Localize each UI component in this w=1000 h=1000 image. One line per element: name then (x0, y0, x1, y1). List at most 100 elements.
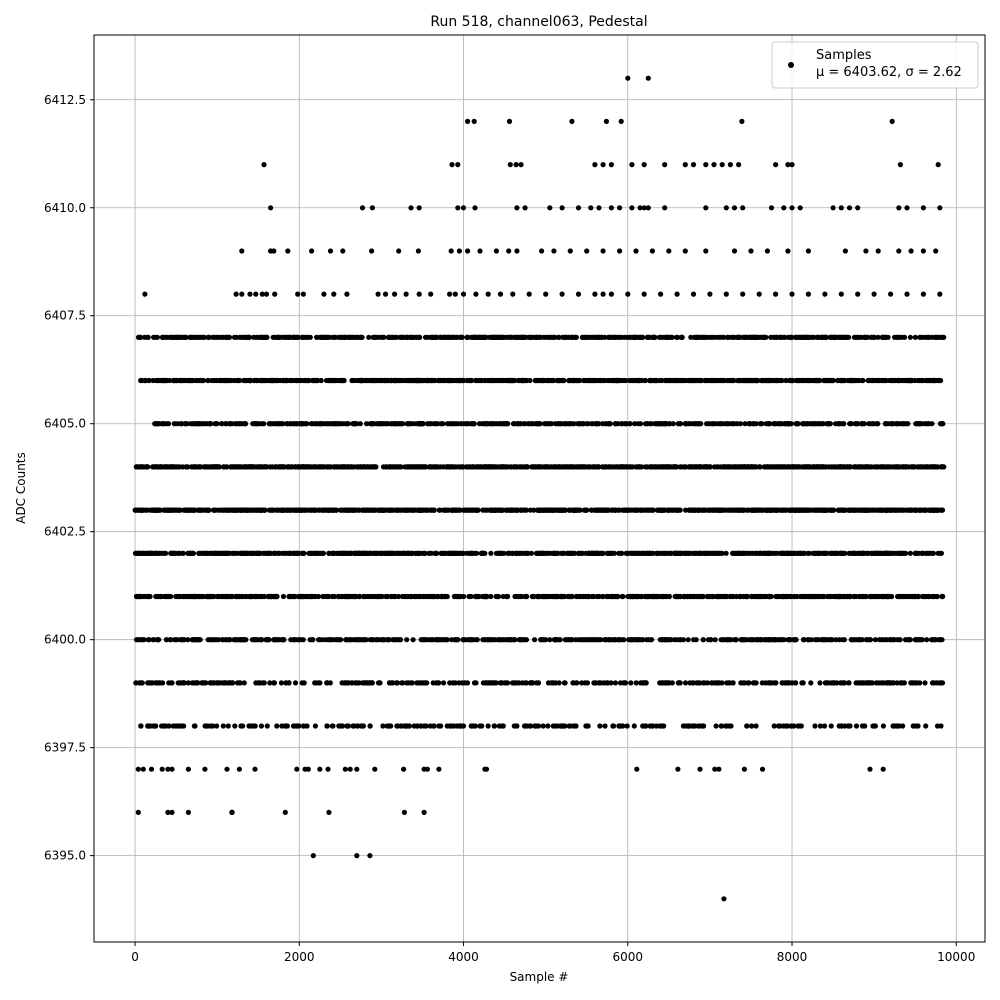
data-point (935, 550, 941, 556)
data-point (309, 637, 315, 643)
data-point (767, 507, 773, 513)
data-point (755, 593, 761, 600)
data-point (747, 421, 753, 427)
data-point (166, 680, 172, 686)
data-point (394, 723, 400, 729)
data-point (907, 507, 913, 513)
data-point (771, 723, 777, 729)
data-point (179, 637, 185, 643)
data-point (795, 550, 801, 556)
data-point (926, 593, 932, 600)
data-point (621, 680, 627, 686)
data-point (433, 637, 439, 643)
data-point (330, 723, 336, 729)
data-point (883, 507, 889, 513)
data-point (737, 421, 744, 427)
data-point (258, 507, 264, 513)
data-point (196, 550, 202, 556)
data-point (746, 680, 752, 686)
data-point (878, 464, 884, 470)
data-point (388, 680, 395, 686)
data-point (749, 637, 756, 643)
data-point (624, 550, 630, 556)
data-point (356, 593, 363, 600)
data-point (356, 680, 362, 686)
data-point (408, 680, 414, 686)
data-point (488, 593, 494, 600)
data-point (274, 593, 280, 600)
data-point (181, 680, 187, 686)
data-point (791, 637, 798, 643)
data-point (847, 464, 853, 470)
data-point (489, 507, 495, 513)
data-point (237, 464, 243, 470)
data-point (914, 680, 920, 686)
data-point (929, 507, 935, 513)
data-point (596, 421, 602, 427)
data-point (493, 637, 499, 643)
data-point (183, 464, 189, 470)
data-point (443, 593, 449, 600)
data-point (812, 723, 818, 729)
data-point (170, 723, 176, 729)
data-point (379, 593, 385, 600)
data-point (924, 637, 930, 643)
data-point (385, 593, 391, 600)
data-point (528, 550, 535, 556)
data-point (197, 593, 203, 600)
data-point (695, 723, 701, 729)
data-point (145, 593, 151, 600)
data-point (343, 507, 349, 513)
data-point (510, 421, 516, 427)
data-point (493, 550, 500, 556)
data-point (815, 637, 822, 643)
data-point (616, 507, 622, 513)
data-point (801, 637, 807, 643)
data-point (370, 550, 376, 556)
data-point (934, 593, 940, 600)
data-point (392, 637, 398, 643)
data-point (557, 421, 563, 427)
data-point (665, 507, 671, 513)
data-point (543, 593, 549, 600)
data-point (749, 723, 755, 729)
data-point (470, 421, 477, 427)
data-point (898, 680, 905, 686)
data-point (828, 680, 834, 686)
data-point (680, 637, 687, 643)
data-point (276, 637, 282, 643)
data-point (313, 550, 319, 556)
data-point (748, 464, 754, 470)
data-point (723, 550, 729, 556)
data-point (453, 637, 459, 643)
data-point (724, 421, 730, 427)
data-point (744, 723, 750, 729)
data-point (871, 723, 877, 729)
data-point (787, 507, 793, 513)
data-point (643, 723, 649, 729)
data-point (502, 680, 508, 686)
data-point (863, 464, 870, 470)
data-point (268, 593, 274, 600)
data-point (811, 550, 817, 556)
data-point (718, 637, 724, 643)
data-point (154, 550, 160, 556)
data-point (923, 723, 929, 729)
data-point (821, 550, 827, 556)
data-point (260, 550, 267, 556)
data-point (300, 593, 306, 600)
data-point (145, 680, 152, 686)
data-point (317, 550, 323, 556)
data-point (619, 464, 625, 470)
data-point (820, 421, 827, 427)
data-point (264, 723, 270, 729)
data-point (249, 637, 255, 643)
data-point (695, 421, 701, 427)
data-point (241, 680, 247, 686)
data-point (369, 593, 375, 600)
data-point (138, 723, 144, 729)
data-point (582, 680, 588, 686)
data-point (350, 723, 356, 729)
data-point (465, 421, 472, 427)
data-point (433, 421, 439, 427)
